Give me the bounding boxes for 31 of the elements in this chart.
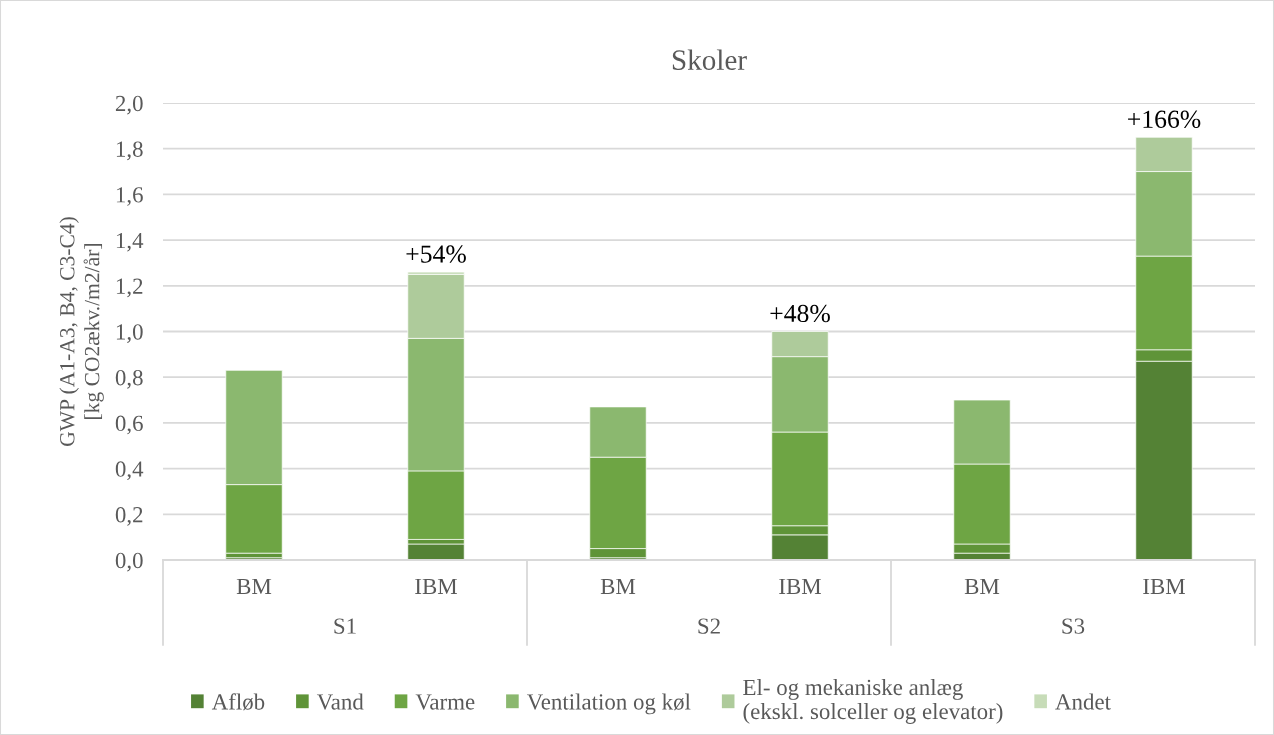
x-tick-label: IBM [1143, 578, 1185, 595]
legend-label: Varme [415, 694, 475, 710]
y-tick-label: 0,4 [115, 461, 144, 481]
legend-label: Afløb [211, 693, 265, 711]
x-tick-label: IBM [779, 578, 821, 595]
legend-label: Ventilation og køl [526, 693, 691, 715]
annotation: +54% [406, 245, 466, 263]
y-tick-label: 1,8 [116, 141, 143, 161]
x-tick-label: BM [600, 578, 636, 595]
y-tick-label: 1,0 [116, 324, 143, 343]
text: S1 [334, 618, 356, 634]
x-tick-label: IBM [415, 578, 457, 595]
text: S2 [698, 618, 720, 634]
y-tick-label: 2,0 [115, 95, 143, 115]
y-tick-label: 1,4 [116, 232, 144, 252]
legend-label: El- og mekaniske anlæg (ekskl. solceller og elevator) [743, 679, 1003, 724]
legend-label: Vand [316, 693, 364, 710]
chart-title: Skoler [672, 49, 747, 70]
annotation: +166% [1128, 110, 1201, 128]
y-tick-label: 0,8 [115, 369, 143, 389]
x-tick-label: BM [236, 578, 272, 595]
y-tick-label: 0,2 [115, 507, 143, 526]
x-tick-label: BM [964, 578, 1000, 595]
annotation: +48% [770, 304, 830, 323]
y-axis-title: GWP (A1-A3, B4, C3-C4) [kg CO2ækv./m2/år] [59, 217, 104, 446]
y-tick-label: 0,6 [115, 415, 143, 435]
y-tick-label: 1,6 [116, 187, 143, 206]
y-tick-label: 0,0 [115, 552, 143, 572]
text: S3 [1062, 618, 1085, 634]
y-tick-label: 1,2 [116, 278, 143, 298]
legend-label: Andet [1055, 693, 1111, 710]
